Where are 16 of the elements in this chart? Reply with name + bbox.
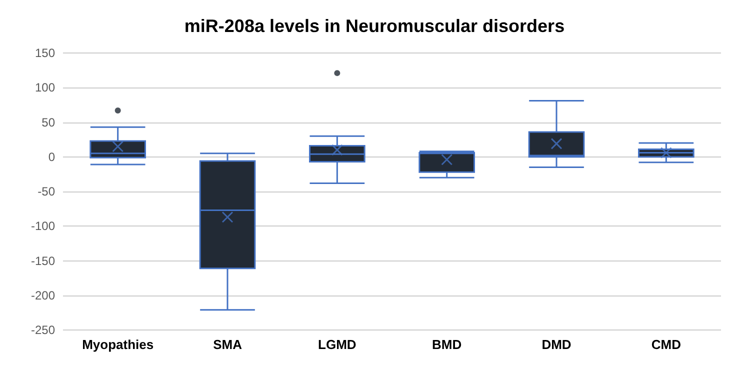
x-tick-label: DMD <box>542 337 572 352</box>
y-tick-label: -100 <box>30 219 56 234</box>
x-tick-label: BMD <box>432 337 462 352</box>
y-tick-label: -50 <box>38 184 56 198</box>
x-tick-label: CMD <box>651 337 681 352</box>
x-tick-label: Myopathies <box>82 337 154 352</box>
y-tick-label: -250 <box>30 323 56 337</box>
y-tick-label: 150 <box>34 46 56 60</box>
x-tick-label: SMA <box>213 337 243 352</box>
x-tick-label: LGMD <box>318 337 356 352</box>
y-tick-label: 0 <box>48 150 56 164</box>
y-tick-label: -200 <box>30 288 56 302</box>
y-tick-label: -150 <box>30 254 56 268</box>
chart-title: miR-208a levels in Neuromuscular disorders <box>184 16 565 36</box>
y-tick-label: 100 <box>34 80 56 95</box>
y-tick-label: 50 <box>42 115 56 130</box>
